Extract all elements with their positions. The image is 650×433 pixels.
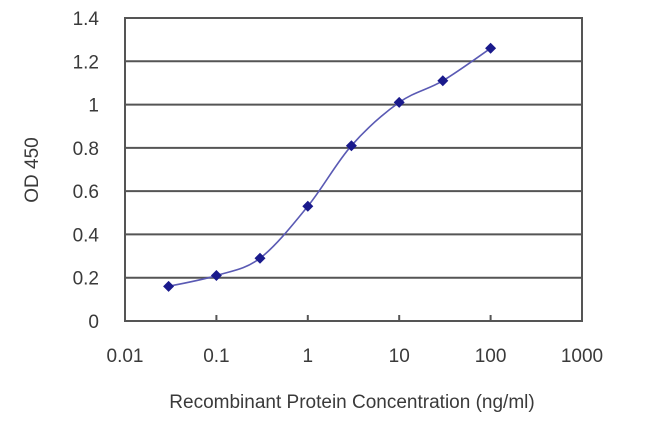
x-axis-ticks	[215, 315, 492, 321]
data-point-diamond-icon	[393, 96, 405, 108]
x-tick-label: 0.01	[107, 346, 144, 367]
y-tick-label: 0.8	[73, 139, 99, 160]
x-axis-title: Recombinant Protein Concentration (ng/ml…	[169, 392, 534, 413]
y-axis-tick-labels: 0 0.2 0.4 0.6 0.8 1 1.2 1.4	[73, 9, 100, 333]
data-point-diamond-icon	[302, 200, 314, 212]
y-tick-label: 0.6	[73, 182, 99, 203]
data-point-diamond-icon	[437, 75, 449, 87]
y-tick-label: 1.4	[73, 9, 100, 30]
data-point-diamond-icon	[345, 140, 357, 152]
x-tick-label: 1	[303, 346, 314, 367]
y-tick-label: 1.2	[73, 52, 99, 73]
x-tick-label: 0.1	[203, 346, 229, 367]
data-series	[163, 42, 497, 292]
y-axis-title: OD 450	[22, 137, 43, 202]
data-point-diamond-icon	[485, 42, 497, 54]
x-axis-tick-labels: 0.01 0.1 1 10 100 1000	[107, 346, 604, 367]
x-tick-label: 1000	[561, 346, 603, 367]
gridlines	[125, 60, 582, 279]
plot-frame	[124, 17, 583, 322]
y-tick-label: 0.4	[73, 225, 100, 246]
data-point-diamond-icon	[163, 280, 175, 292]
x-tick-label: 100	[475, 346, 507, 367]
x-tick-label: 10	[389, 346, 410, 367]
data-point-diamond-icon	[254, 252, 266, 264]
data-point-diamond-icon	[210, 270, 222, 282]
y-tick-label: 0.2	[73, 269, 99, 290]
series-line	[168, 47, 492, 288]
y-tick-label: 0	[88, 312, 99, 333]
y-tick-label: 1	[88, 96, 99, 117]
